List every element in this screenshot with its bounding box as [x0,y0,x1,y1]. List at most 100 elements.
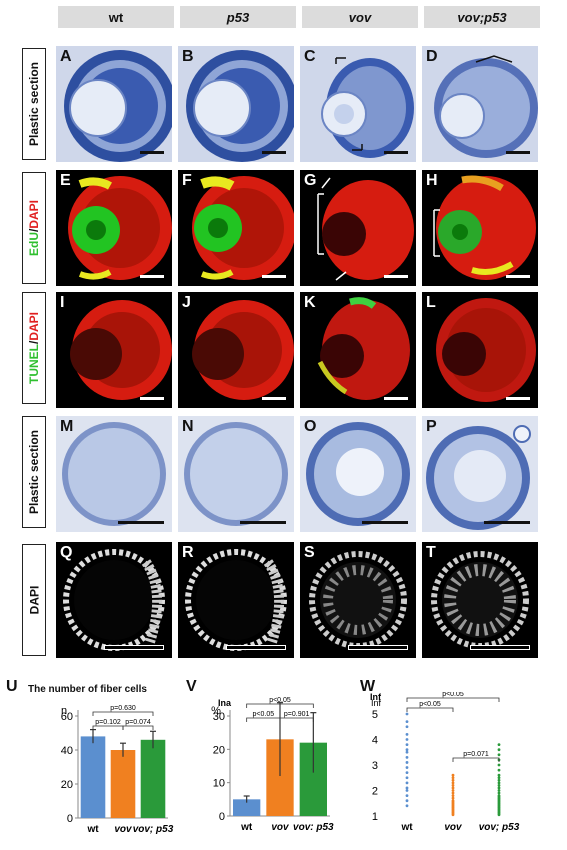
significance-bracket [246,703,314,708]
data-point [405,804,409,808]
y-tick-label: 20 [213,744,225,756]
row-label-dapi: DAPI [22,544,46,656]
data-point [451,773,455,777]
significance-bracket [122,725,154,730]
y-tick-label: 10 [213,778,225,790]
panel-p: P [422,416,538,532]
p-value-label: p<0.05 [442,692,464,698]
lens-image [426,425,531,530]
p-value-label: p=0.630 [110,705,136,712]
panel-s: S [300,542,416,658]
significance-bracket [279,717,314,722]
data-point [497,763,501,767]
dapi-image [309,551,407,649]
row-label-plastic-section-2: Plastic section [22,416,46,528]
bar [110,750,136,818]
chart-v-title: Ina [218,698,232,708]
data-point [497,776,501,780]
p-value-label: p=0.071 [463,751,489,758]
y-tick-label: 0 [67,813,73,825]
data-point [497,784,501,787]
y-tick-label: 2 [372,786,378,798]
category-label: vov [271,822,290,833]
panel-letter-w: W [360,678,376,695]
p-value-label: p<0.05 [419,701,441,708]
edu-image [433,175,536,280]
data-point [405,781,409,785]
panel-b: B [178,46,294,162]
chart-w-title: Inf [370,692,382,702]
data-point [497,773,501,777]
p-value-label: p=0.102 [95,719,121,726]
p-value-label: p=0.074 [125,719,151,726]
data-point [405,750,409,754]
retina-image [434,55,538,158]
data-point [405,743,409,746]
category-label: vov [444,822,463,833]
y-tick-label: 0 [219,811,225,823]
chart-u-title: The number of fiber cells [28,684,147,695]
panel-h: H [422,170,538,286]
data-point [405,789,409,792]
panel-n: N [178,416,294,532]
lens-image [62,422,166,526]
category-label: vov; p53 [479,822,520,833]
data-point [451,778,455,782]
data-point [405,733,409,736]
category-label: vov; p53 [133,824,174,835]
y-axis-label: % [211,705,221,717]
data-point [405,712,409,716]
bar [140,739,166,818]
data-point [405,776,409,780]
data-point [451,799,455,803]
panel-f: F [178,170,294,286]
significance-bracket [246,717,281,722]
panel-c: C [300,46,416,162]
data-point [451,791,455,795]
data-point [497,781,501,785]
category-label: vov: p53 [293,822,334,833]
significance-bracket [92,725,124,730]
tunel-image [192,300,294,400]
data-point [451,789,455,792]
row-label-plastic-section-1: Plastic section [22,48,46,160]
y-tick-label: 5 [372,709,378,721]
column-header-wt: wt [58,6,174,28]
tunel-image [317,297,410,400]
panel-t: T [422,542,538,658]
dapi-image [63,549,165,651]
data-point [405,766,409,769]
data-point [405,738,409,741]
data-point [497,768,501,772]
panel-letter-u: U [6,678,18,695]
panel-j: J [178,292,294,408]
data-point [405,771,409,775]
panel-o: O [300,416,416,532]
data-point [451,786,455,790]
data-point [497,786,501,790]
y-tick-label: 30 [213,711,225,723]
data-point [451,776,455,780]
category-label: wt [400,822,413,833]
y-tick-label: 60 [61,711,73,723]
data-point [451,796,455,800]
panel-r: R [178,542,294,658]
y-axis-label: n [61,705,67,717]
dapi-image [185,549,287,651]
y-tick-label: 3 [372,760,378,772]
data-point [497,794,501,797]
lens-image [306,422,410,526]
panel-q: Q [56,542,172,658]
panel-g: G [300,170,416,286]
y-tick-label: 40 [61,745,73,757]
panel-e: E [56,170,172,286]
chart-v: 0 10 20 30% wt vov vov: p53 p<0.05 p<0.05 p=0.901… [211,697,334,833]
y-tick-label: 4 [372,735,378,747]
bar [80,736,106,818]
data-point [451,794,455,797]
panel-k: K [300,292,416,408]
lens-image [184,422,288,526]
data-point [451,784,455,787]
label-tunel: TUNEL [27,344,42,385]
